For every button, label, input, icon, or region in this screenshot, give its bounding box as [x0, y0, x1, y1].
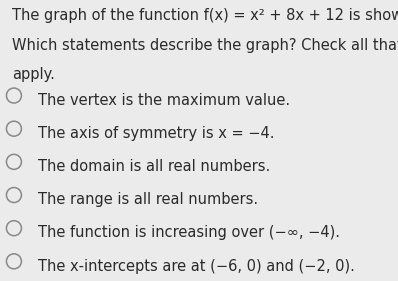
Text: The domain is all real numbers.: The domain is all real numbers. [38, 159, 270, 174]
Text: Which statements describe the graph? Check all that: Which statements describe the graph? Che… [12, 38, 398, 53]
Text: The x-intercepts are at (−6, 0) and (−2, 0).: The x-intercepts are at (−6, 0) and (−2,… [38, 259, 355, 273]
Text: The axis of symmetry is x = −4.: The axis of symmetry is x = −4. [38, 126, 274, 141]
Text: apply.: apply. [12, 67, 55, 82]
Text: The range is all real numbers.: The range is all real numbers. [38, 192, 258, 207]
Text: The function is increasing over (−∞, −4).: The function is increasing over (−∞, −4)… [38, 225, 340, 240]
Text: The vertex is the maximum value.: The vertex is the maximum value. [38, 93, 290, 108]
Text: The graph of the function f(x) = x² + 8x + 12 is shown.: The graph of the function f(x) = x² + 8x… [12, 8, 398, 23]
